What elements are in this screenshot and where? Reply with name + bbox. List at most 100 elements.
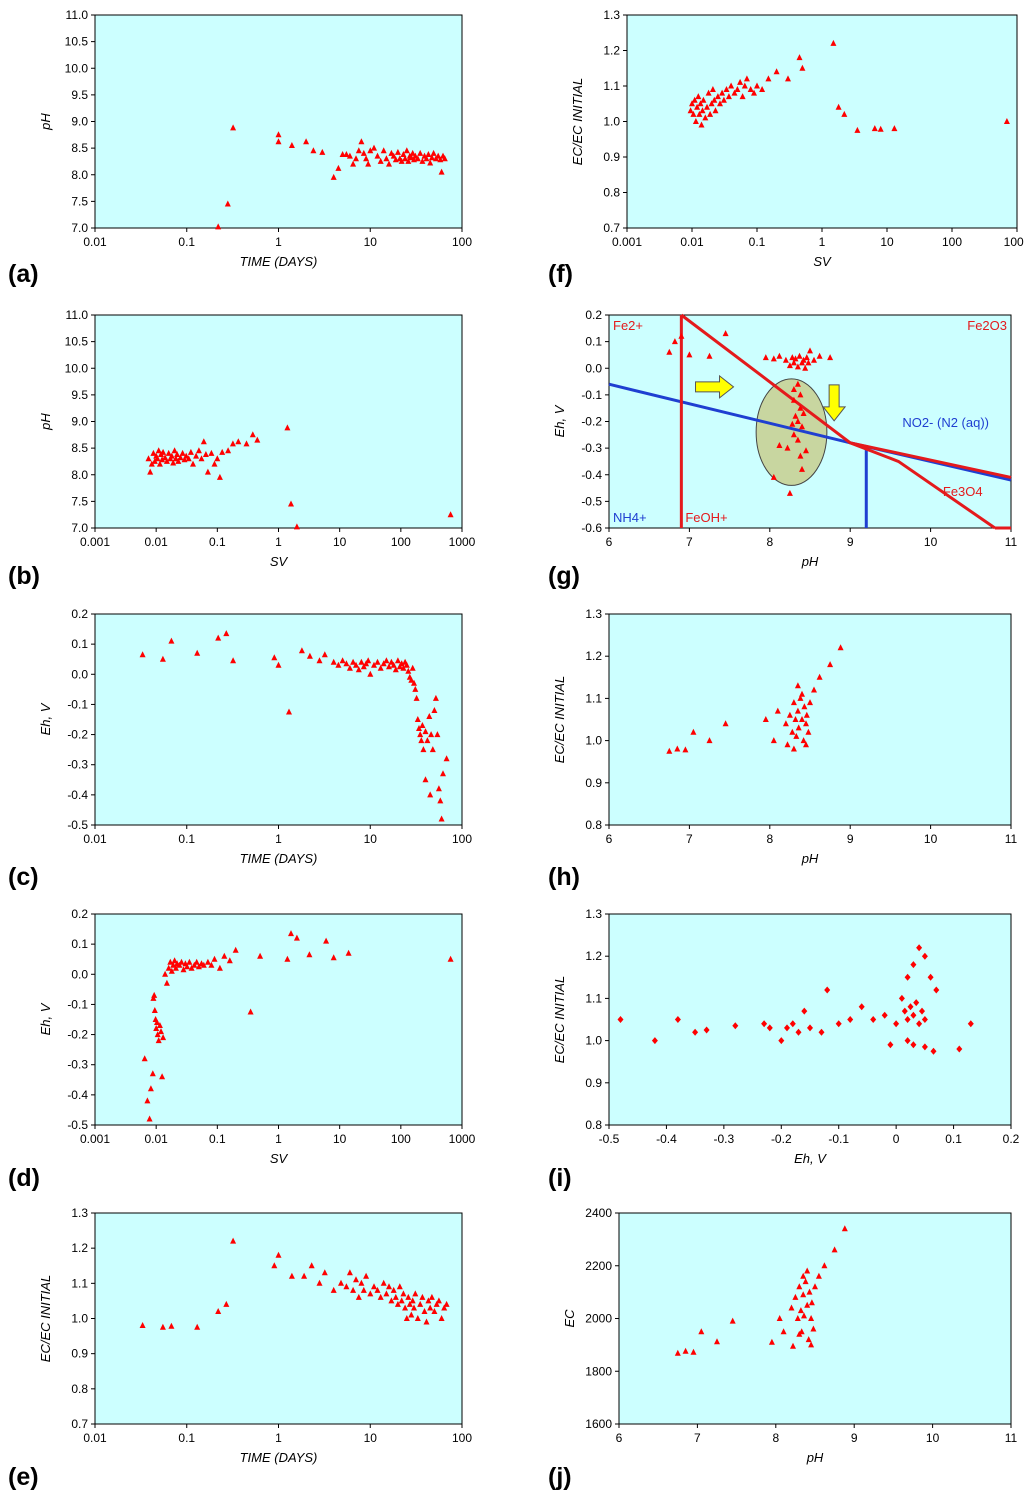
data-point <box>405 157 412 164</box>
data-point <box>766 1024 773 1032</box>
data-point <box>854 126 861 133</box>
y-tick-label: 0.0 <box>71 967 88 981</box>
data-point <box>776 442 783 448</box>
data-point <box>743 75 750 82</box>
y-axis-label: EC/EC INITIAL <box>552 976 567 1063</box>
data-point <box>786 489 793 496</box>
data-point <box>435 1297 442 1304</box>
data-point <box>921 952 928 960</box>
x-tick-label: 0.01 <box>83 235 107 249</box>
data-point <box>682 1347 689 1354</box>
data-point <box>751 89 757 96</box>
data-point <box>927 973 934 981</box>
data-point <box>818 1028 825 1036</box>
x-tick-label: -0.2 <box>771 1132 792 1146</box>
species-label-fe3o4: Fe3O4 <box>943 484 983 499</box>
data-point <box>303 138 310 145</box>
data-point <box>617 1016 624 1023</box>
data-point <box>420 746 427 753</box>
data-point <box>835 103 842 110</box>
data-point <box>437 156 444 163</box>
data-point <box>371 661 377 668</box>
y-axis-label: EC/EC INITIAL <box>38 1275 53 1362</box>
x-axis-label: TIME (DAYS) <box>240 1450 318 1465</box>
data-point <box>427 159 434 166</box>
x-tick-label: 11 <box>1005 535 1018 549</box>
y-tick-label: -0.5 <box>581 494 602 508</box>
data-point <box>691 96 698 103</box>
data-point <box>193 958 200 965</box>
data-point <box>690 110 697 117</box>
data-point <box>363 1272 370 1279</box>
y-tick-label: 0.1 <box>71 937 88 951</box>
data-point <box>323 937 330 944</box>
y-tick-label: 1.3 <box>585 607 602 621</box>
data-point <box>388 658 395 665</box>
data-point <box>427 791 434 798</box>
data-point <box>371 144 377 151</box>
data-point <box>257 952 264 959</box>
panel-label: (a) <box>8 260 39 288</box>
data-point <box>418 737 425 744</box>
data-point <box>773 68 780 75</box>
data-point <box>835 1020 842 1028</box>
y-tick-label: 9.5 <box>71 388 88 402</box>
x-tick-label: 100 <box>452 235 472 249</box>
data-point <box>414 716 421 722</box>
x-axis-label: SV <box>270 1151 289 1166</box>
data-point <box>806 1288 813 1295</box>
x-tick-label: 0.2 <box>1003 1132 1020 1146</box>
data-point <box>706 737 713 744</box>
data-point <box>441 155 448 162</box>
data-point <box>907 1003 914 1011</box>
data-point <box>790 699 797 706</box>
x-tick-label: 100 <box>452 832 472 846</box>
data-point <box>141 1055 148 1062</box>
data-point <box>800 1272 807 1279</box>
data-point <box>374 1286 381 1293</box>
data-point <box>765 75 772 82</box>
data-point <box>708 100 715 107</box>
data-point <box>792 1293 799 1300</box>
data-point <box>799 64 806 71</box>
data-point <box>186 958 193 965</box>
data-point <box>790 431 797 438</box>
data-point <box>741 82 748 89</box>
data-point <box>226 957 233 964</box>
data-point <box>321 1269 328 1276</box>
y-axis-label: Eh, V <box>38 1002 53 1035</box>
data-point <box>254 436 261 443</box>
x-tick-label: 9 <box>847 535 854 549</box>
data-point <box>249 431 256 438</box>
data-point <box>211 955 218 962</box>
panel-a: 0.01 0.1 1 10 100 7.0 7.5 8.0 8.5 9.0 9.5 10.0 10.5 1… <box>8 8 472 288</box>
data-point <box>714 93 721 100</box>
data-point <box>770 355 777 362</box>
x-tick-label: 10 <box>880 235 894 249</box>
highlight-ellipse <box>755 378 828 486</box>
data-point <box>696 110 703 117</box>
data-point <box>194 1323 201 1330</box>
panel-label: (e) <box>8 1463 39 1491</box>
data-point <box>428 731 435 738</box>
data-point <box>967 1020 974 1028</box>
panel-label: (c) <box>8 863 39 891</box>
data-point <box>1003 118 1010 124</box>
x-axis-label: pH <box>801 554 819 569</box>
data-point <box>417 731 424 738</box>
data-point <box>789 354 796 361</box>
data-point <box>794 682 801 689</box>
data-point <box>956 1045 963 1053</box>
data-point <box>438 815 445 822</box>
data-point <box>160 448 167 455</box>
data-point <box>168 452 175 459</box>
data-point <box>780 1328 787 1335</box>
data-point <box>811 686 817 693</box>
data-point <box>408 154 415 161</box>
data-point <box>697 100 704 107</box>
x-tick-label: 6 <box>606 535 613 549</box>
x-axis-label: TIME (DAYS) <box>240 254 318 269</box>
y-axis-label: EC/EC INITIAL <box>570 78 585 165</box>
data-point <box>424 737 431 744</box>
data-point <box>159 456 166 463</box>
